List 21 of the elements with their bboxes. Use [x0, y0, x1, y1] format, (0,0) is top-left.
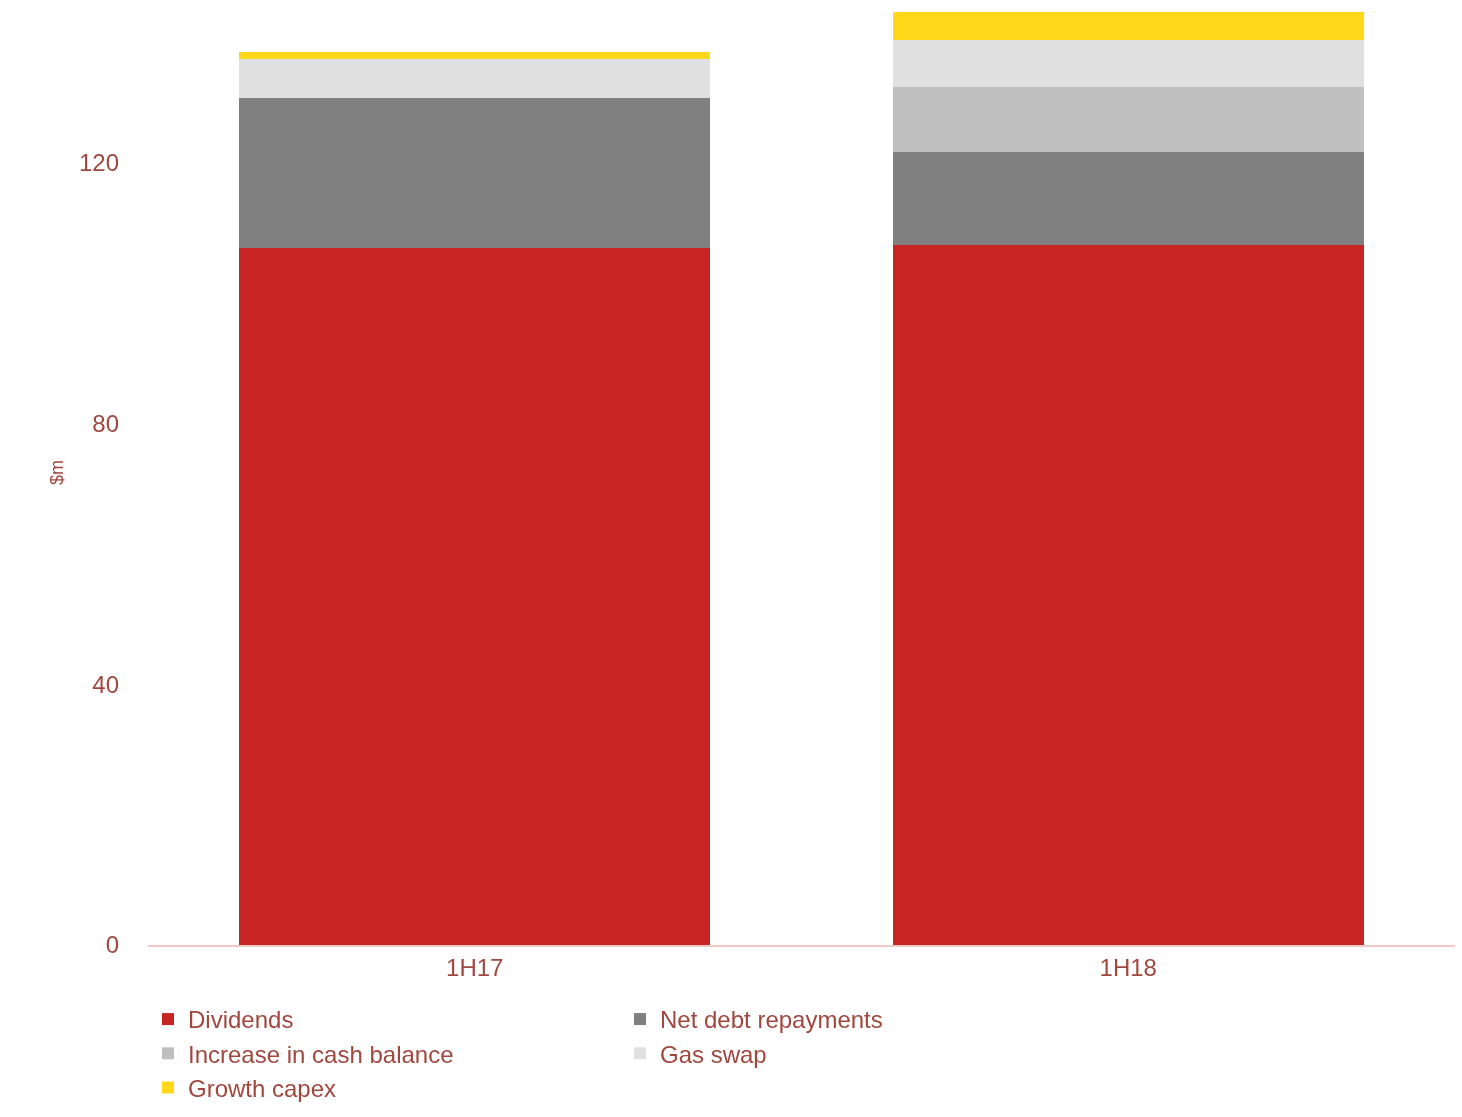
bar — [892, 86, 1364, 152]
y-axis-title: $m — [47, 459, 68, 486]
legend-label: Dividends — [188, 1006, 294, 1034]
legend-label: Gas swap — [660, 1040, 767, 1068]
y-tick-label: 40 — [92, 670, 119, 698]
bar — [239, 97, 711, 248]
bar — [892, 40, 1364, 87]
bar — [892, 151, 1364, 246]
legend-label: Growth capex — [188, 1074, 337, 1102]
y-tick-label: 0 — [105, 931, 119, 959]
x-tick-label: 1H17 — [446, 953, 504, 981]
bar — [239, 58, 711, 98]
x-tick-label: 1H18 — [1099, 953, 1157, 981]
bar — [892, 245, 1364, 945]
bar — [239, 52, 711, 59]
legend-label: Net debt repayments — [660, 1006, 883, 1034]
bar — [892, 12, 1364, 41]
legend-label: Increase in cash balance — [188, 1040, 454, 1068]
y-tick-label: 80 — [92, 410, 119, 438]
y-tick-label: 120 — [78, 149, 119, 177]
bar — [239, 247, 711, 945]
